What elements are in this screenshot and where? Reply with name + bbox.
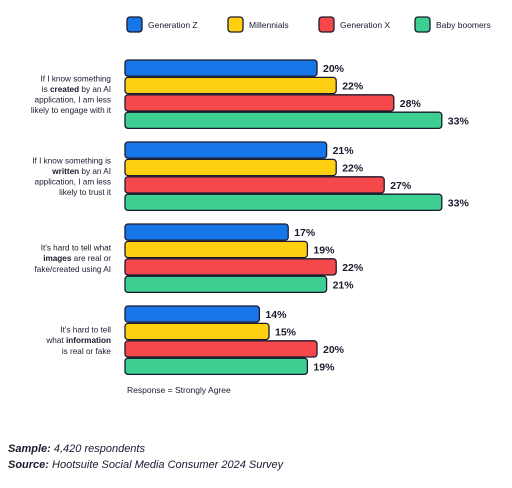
legend-label-baby-boomers: Baby boomers	[436, 20, 491, 30]
category-label-4: It's hard to tell what information is real…	[45, 326, 111, 356]
data-label-baby-boomers-cat3: 21%	[333, 279, 355, 291]
bar-millennials-cat3	[124, 240, 309, 259]
bar-baby-boomers-cat4	[124, 357, 309, 376]
legend-label-generation-x: Generation X	[340, 20, 390, 30]
category-2-text-part: by an AI	[79, 167, 111, 176]
legend-label-millennials: Millennials	[249, 20, 289, 30]
category-4-text-part: information	[66, 336, 111, 345]
data-label-generation-z-cat2: 21%	[333, 145, 355, 157]
legend-swatch-generation-x	[318, 16, 335, 33]
category-label-1: If I know something is created by an AI ap…	[31, 74, 112, 115]
response-note: Response = Strongly Agree	[127, 385, 231, 395]
bar-generation-x-cat3	[124, 258, 337, 276]
category-1-text-part: likely to engage with it	[31, 106, 112, 115]
legend: Generation Z Millennials Generation X Baby …	[126, 16, 491, 33]
category-2-text-part: application, I am less	[35, 178, 111, 187]
category-2-text-part: written	[51, 167, 79, 176]
category-label-3: It's hard to tell what images are real or…	[35, 244, 112, 274]
category-1-text-part: If I know something	[40, 74, 111, 83]
category-4-text-part: is real or fake	[62, 347, 112, 356]
bar-millennials-cat4	[124, 322, 270, 341]
bar-generation-z-cat2	[124, 141, 328, 159]
bar-generation-z-cat1	[124, 59, 318, 77]
data-label-baby-boomers-cat1: 33%	[448, 115, 470, 127]
category-1-text-part: application, I am less	[35, 96, 111, 105]
legend-label-generation-z: Generation Z	[148, 20, 198, 30]
bar-baby-boomers-cat1	[124, 111, 443, 130]
data-label-millennials-cat4: 15%	[275, 327, 297, 339]
category-3-text-part: fake/created using AI	[35, 265, 111, 274]
category-2-text-part: likely to trust it	[59, 188, 112, 197]
footer-sample: Sample: 4,420 respondents	[8, 443, 145, 455]
bar-baby-boomers-cat2	[124, 193, 443, 212]
source-value: Hootsuite Social Media Consumer 2024 Sur…	[52, 459, 284, 471]
bar-generation-x-cat2	[124, 176, 385, 194]
category-2-text-part: If I know something is	[32, 156, 111, 165]
bars: 20% 21% 17% 14% 22% 22% 19% 15% 28% 27% 22% 20% 33% 3…	[124, 59, 470, 376]
legend-swatch-baby-boomers	[414, 16, 431, 33]
data-label-baby-boomers-cat4: 19%	[313, 361, 335, 373]
bar-millennials-cat1	[124, 76, 337, 95]
category-labels: If I know something is created by an AI ap…	[31, 74, 112, 356]
data-label-generation-z-cat4: 14%	[265, 309, 287, 321]
category-3-text-part: It's hard to tell what	[41, 244, 112, 253]
source-label: Source:	[8, 459, 49, 471]
sample-value: 4,420 respondents	[53, 443, 145, 455]
data-label-generation-z-cat3: 17%	[294, 227, 316, 239]
data-label-millennials-cat2: 22%	[342, 163, 364, 175]
bar-millennials-cat2	[124, 158, 337, 177]
data-label-baby-boomers-cat2: 33%	[448, 197, 470, 209]
category-3-text-part: are real or	[71, 254, 111, 263]
category-4-text-part: what	[45, 336, 66, 345]
legend-swatch-millennials	[227, 16, 244, 33]
footer-source: Source: Hootsuite Social Media Consumer …	[8, 459, 283, 471]
category-4-text-part: It's hard to tell	[60, 326, 111, 335]
sample-label: Sample:	[8, 443, 51, 455]
data-label-generation-x-cat4: 20%	[323, 344, 345, 356]
category-1-text-part: is	[42, 85, 50, 94]
data-label-generation-z-cat1: 20%	[323, 63, 345, 75]
category-1-text-part: by an AI	[79, 85, 111, 94]
data-label-generation-x-cat1: 28%	[400, 98, 422, 110]
data-label-generation-x-cat3: 22%	[342, 262, 364, 274]
data-label-generation-x-cat2: 27%	[390, 180, 412, 192]
data-label-millennials-cat1: 22%	[342, 81, 364, 93]
bar-baby-boomers-cat3	[124, 275, 328, 294]
bar-generation-x-cat4	[124, 340, 318, 358]
bar-generation-z-cat3	[124, 223, 289, 241]
bar-generation-z-cat4	[124, 305, 261, 323]
data-label-millennials-cat3: 19%	[313, 245, 335, 257]
legend-swatch-generation-z	[126, 16, 143, 33]
category-3-text-part: images	[43, 254, 72, 263]
category-1-text-part: created	[50, 85, 79, 94]
category-label-2: If I know something is written by an AI ap…	[32, 156, 111, 197]
bar-generation-x-cat1	[124, 94, 395, 112]
